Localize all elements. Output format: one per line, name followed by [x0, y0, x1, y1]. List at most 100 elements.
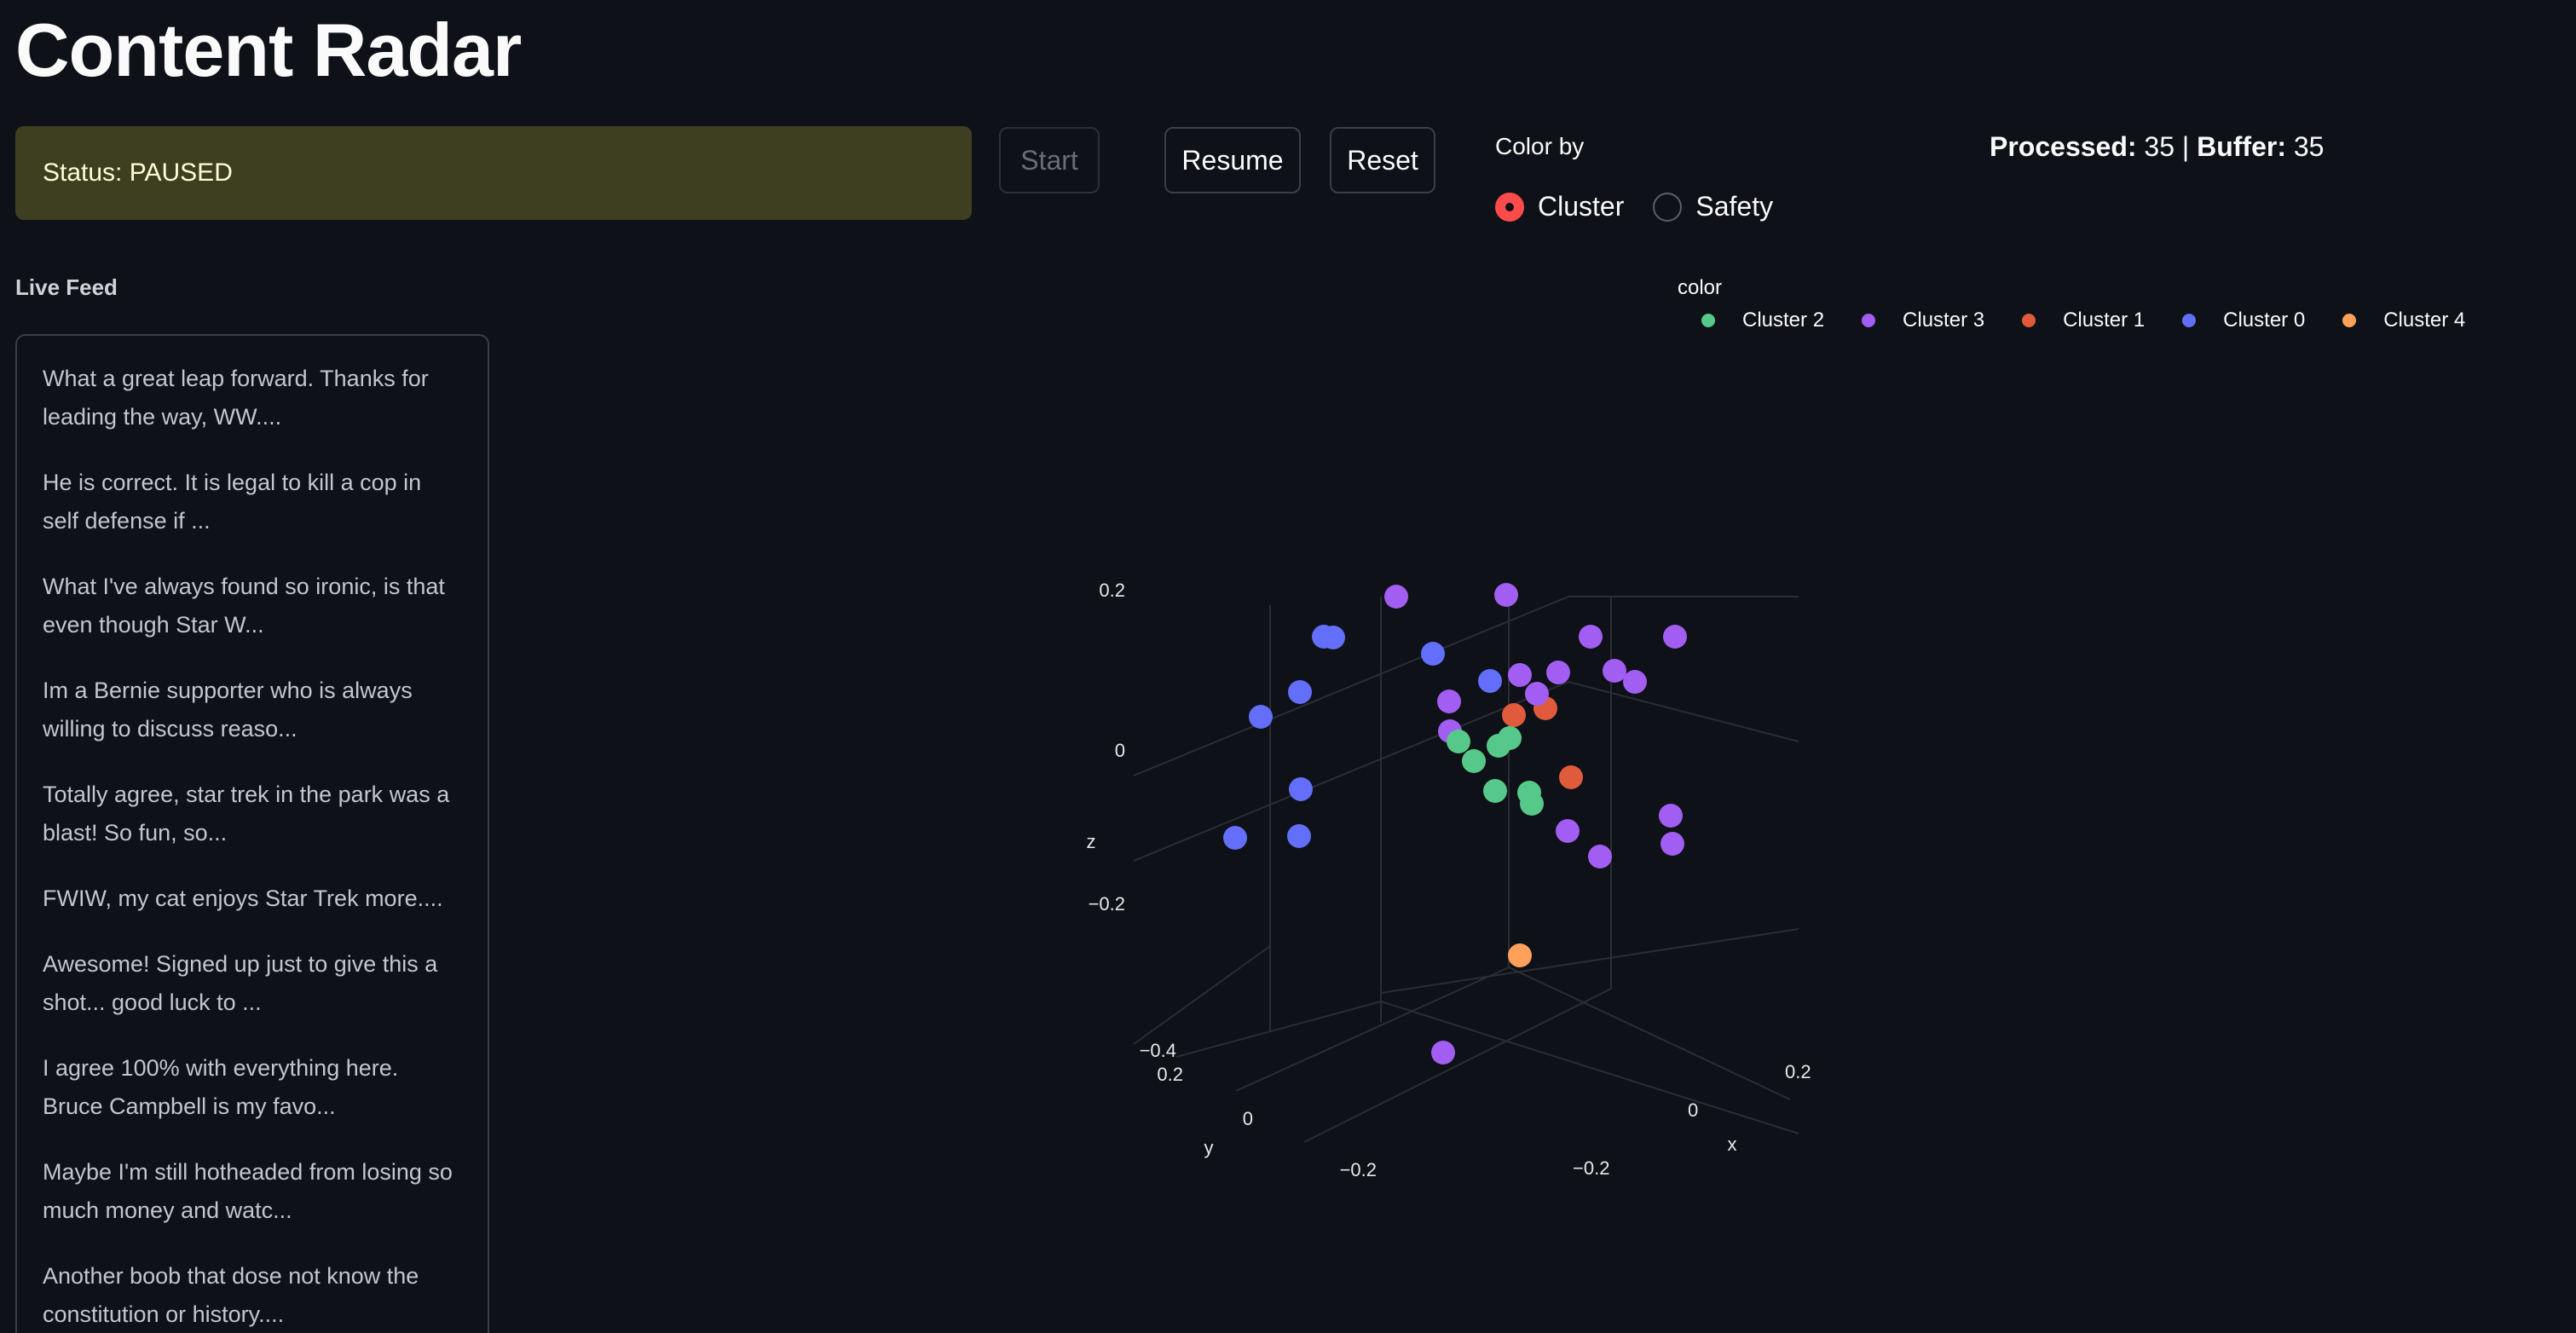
data-point[interactable] [1525, 682, 1549, 706]
gridline [1568, 681, 1799, 742]
data-point[interactable] [1447, 730, 1470, 753]
radio-cluster[interactable]: Cluster [1495, 191, 1624, 222]
data-point[interactable] [1421, 642, 1445, 666]
data-point[interactable] [1462, 749, 1486, 773]
y-tick-label: 0.2 [1157, 1064, 1183, 1085]
z-tick-label: 0.2 [1099, 580, 1125, 601]
data-point[interactable] [1579, 625, 1603, 649]
z-tick-label: −0.2 [1089, 893, 1125, 915]
legend-label: Cluster 2 [1742, 309, 1825, 332]
plot-points [1223, 583, 1687, 1065]
y-tick-label: 0 [1243, 1108, 1253, 1129]
resume-button[interactable]: Resume [1164, 127, 1301, 193]
legend-item[interactable]: Cluster 3 [1862, 309, 1984, 332]
z-axis-label: z [1087, 831, 1096, 852]
legend-label: Cluster 3 [1903, 309, 1985, 332]
processed-label: Processed: [1990, 131, 2137, 162]
y-axis-label: y [1204, 1137, 1214, 1158]
data-point[interactable] [1556, 819, 1580, 843]
buffer-label: Buffer: [2197, 131, 2286, 162]
chart-legend: Cluster 2 Cluster 3 Cluster 1 Cluster 0 Clus… [1701, 309, 2503, 332]
data-point[interactable] [1663, 625, 1687, 649]
data-point[interactable] [1289, 777, 1313, 801]
data-point[interactable] [1321, 626, 1345, 649]
radio-safety-label: Safety [1695, 191, 1774, 222]
plot-gridlines [1133, 588, 1799, 1143]
data-point[interactable] [1559, 765, 1583, 789]
gridline [1380, 928, 1799, 994]
processed-count: 35 [2144, 131, 2175, 162]
legend-label: Cluster 4 [2383, 309, 2466, 332]
legend-swatch-icon [2182, 314, 2197, 327]
feed-item: He is correct. It is legal to kill a cop… [43, 470, 422, 534]
data-point[interactable] [1288, 680, 1312, 704]
data-point[interactable] [1483, 779, 1507, 803]
radio-safety[interactable]: Safety [1653, 191, 1773, 222]
data-point[interactable] [1546, 661, 1570, 684]
feed-item: I agree 100% with everything here. Bruce… [43, 1055, 399, 1119]
data-point[interactable] [1508, 663, 1532, 687]
status-banner: Status: PAUSED [15, 126, 972, 220]
data-point[interactable] [1498, 726, 1522, 750]
feed-item: Maybe I'm still hotheaded from losing so… [43, 1159, 453, 1223]
x-tick-label: −0.2 [1573, 1157, 1609, 1179]
x-axis-label: x [1728, 1134, 1737, 1155]
start-button[interactable]: Start [999, 127, 1100, 193]
feed-item: What a great leap forward. Thanks for le… [43, 366, 429, 430]
data-point[interactable] [1223, 826, 1247, 850]
data-point[interactable] [1520, 792, 1544, 816]
radio-selected-icon[interactable] [1495, 192, 1524, 222]
data-point[interactable] [1249, 705, 1273, 729]
status-text: Status: PAUSED [43, 159, 233, 187]
buffer-count: 35 [2293, 131, 2325, 162]
gridline [1175, 1001, 1382, 1058]
live-feed-list[interactable]: What a great leap forward. Thanks for le… [15, 334, 489, 1333]
legend-swatch-icon [2022, 314, 2036, 327]
feed-item: What I've always found so ironic, is tha… [43, 574, 445, 638]
gridline [1133, 945, 1271, 1045]
data-point[interactable] [1603, 659, 1626, 683]
data-point[interactable] [1502, 703, 1526, 727]
gridline [1508, 967, 1791, 1100]
color-by-radio-group: Cluster Safety [1495, 191, 1802, 222]
data-point[interactable] [1588, 845, 1612, 868]
stats-separator: | [2181, 131, 2190, 162]
legend-label: Cluster 0 [2223, 309, 2306, 332]
legend-swatch-icon [2342, 314, 2357, 327]
legend-item[interactable]: Cluster 4 [2342, 309, 2465, 332]
data-point[interactable] [1478, 669, 1502, 693]
data-point[interactable] [1437, 690, 1461, 713]
gridline [1133, 596, 1569, 776]
gridline [1133, 681, 1569, 862]
data-point[interactable] [1659, 804, 1683, 828]
data-point[interactable] [1287, 824, 1311, 848]
processing-stats: Processed: 35 | Buffer: 35 [1990, 131, 2324, 163]
legend-item[interactable]: Cluster 2 [1701, 309, 1824, 332]
legend-item[interactable]: Cluster 0 [2182, 309, 2305, 332]
feed-item: Totally agree, star trek in the park was… [43, 782, 450, 845]
feed-item: Awesome! Signed up just to give this a s… [43, 951, 438, 1015]
legend-swatch-icon [1701, 314, 1715, 327]
data-point[interactable] [1431, 1041, 1455, 1065]
feed-item: Another boob that dose not know the cons… [43, 1263, 419, 1327]
radio-unselected-icon[interactable] [1653, 192, 1683, 222]
x-tick-label: 0.2 [1785, 1061, 1811, 1082]
live-feed-label: Live Feed [15, 274, 118, 300]
gridline [1380, 1001, 1799, 1134]
data-point[interactable] [1384, 585, 1408, 609]
feed-item: FWIW, my cat enjoys Star Trek more.... [43, 886, 443, 911]
legend-item[interactable]: Cluster 1 [2022, 309, 2145, 332]
data-point[interactable] [1661, 832, 1684, 856]
reset-button[interactable]: Reset [1330, 127, 1435, 193]
radio-cluster-label: Cluster [1538, 191, 1625, 222]
data-point[interactable] [1494, 583, 1518, 607]
y-tick-label: −0.2 [1340, 1159, 1377, 1180]
data-point[interactable] [1508, 943, 1532, 967]
legend-label: Cluster 1 [2063, 309, 2146, 332]
page-title: Content Radar [15, 8, 522, 92]
data-point[interactable] [1623, 670, 1647, 694]
z-tick-label: 0 [1115, 740, 1125, 761]
legend-swatch-icon [1862, 314, 1876, 327]
scatter-3d-plot[interactable]: 0.2 0 −0.2 −0.4 z 0.2 0 −0.2 y 0.2 0 −0.2 x [1066, 545, 1833, 1227]
legend-title: color [1678, 276, 1723, 299]
